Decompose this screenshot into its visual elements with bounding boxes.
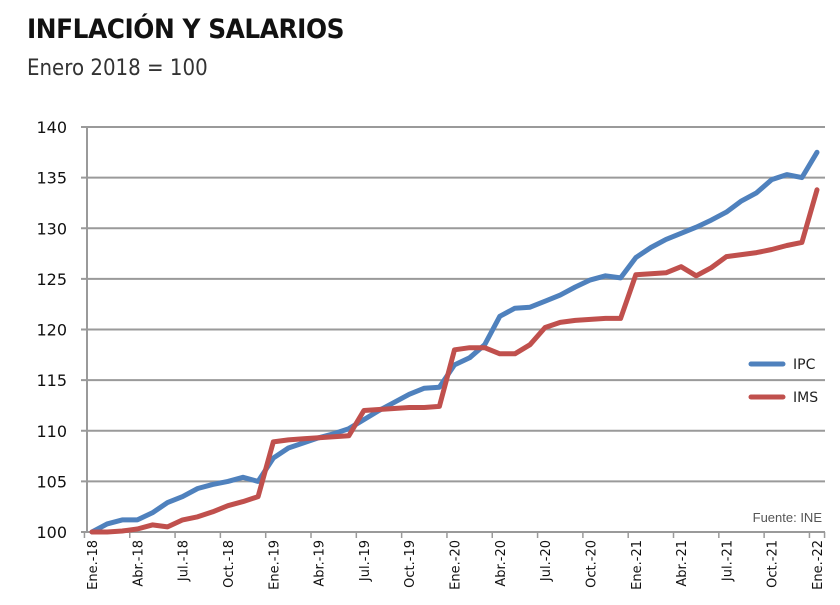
y-tick-label: 115 bbox=[36, 371, 67, 390]
x-tick-label: Ene.-21 bbox=[630, 540, 645, 590]
y-tick-label: 125 bbox=[36, 270, 67, 289]
x-tick-label: Abr.-21 bbox=[675, 540, 690, 587]
x-tick-label: Oct.-21 bbox=[766, 540, 781, 588]
x-tick-label: Abr.-18 bbox=[131, 540, 146, 587]
chart-title: INFLACIÓN Y SALARIOS bbox=[27, 14, 345, 45]
y-tick-label: 120 bbox=[36, 321, 67, 340]
x-tick-label: Abr.-19 bbox=[313, 540, 328, 587]
y-tick-label: 140 bbox=[36, 118, 67, 137]
y-tick-label: 130 bbox=[36, 219, 67, 238]
legend-ims-label: IMS bbox=[793, 390, 818, 406]
x-tick-label: Jul.-20 bbox=[539, 540, 554, 582]
source-note: Fuente: INE bbox=[753, 510, 823, 525]
x-tick-label: Oct.-18 bbox=[222, 540, 237, 588]
x-tick-label: Ene.-20 bbox=[449, 540, 464, 590]
chart-subtitle: Enero 2018 = 100 bbox=[27, 56, 208, 81]
x-tick-label: Ene.-18 bbox=[86, 540, 101, 590]
x-tick-label: Abr.-20 bbox=[494, 540, 509, 587]
x-tick-label: Oct.-19 bbox=[403, 540, 418, 588]
series-ims-line bbox=[89, 187, 820, 535]
legend: IPC IMS bbox=[748, 357, 818, 406]
legend-ipc-label: IPC bbox=[793, 357, 816, 373]
y-tick-label: 100 bbox=[36, 523, 67, 542]
x-tick-label: Jul.-19 bbox=[358, 540, 373, 582]
y-tick-label: 110 bbox=[36, 422, 67, 441]
x-tick-label: Ene.-19 bbox=[267, 540, 282, 590]
series-ipc-line bbox=[89, 149, 820, 535]
x-tick-label: Jul.-18 bbox=[177, 540, 192, 582]
series-lines bbox=[89, 149, 820, 535]
x-axis: Ene.-18 Abr.-18 Jul.-18 Oct.-18 Ene.-19 Abr.-… bbox=[83, 532, 826, 590]
x-tick-label: Oct.-20 bbox=[584, 540, 599, 588]
y-axis: 100 105 110 115 120 125 130 135 140 bbox=[36, 118, 88, 542]
y-tick-label: 105 bbox=[36, 472, 67, 491]
gridlines bbox=[81, 126, 825, 533]
y-tick-label: 135 bbox=[36, 169, 67, 188]
x-tick-label: Ene.-22 bbox=[811, 540, 826, 590]
x-tick-label: Jul.-21 bbox=[720, 540, 735, 582]
